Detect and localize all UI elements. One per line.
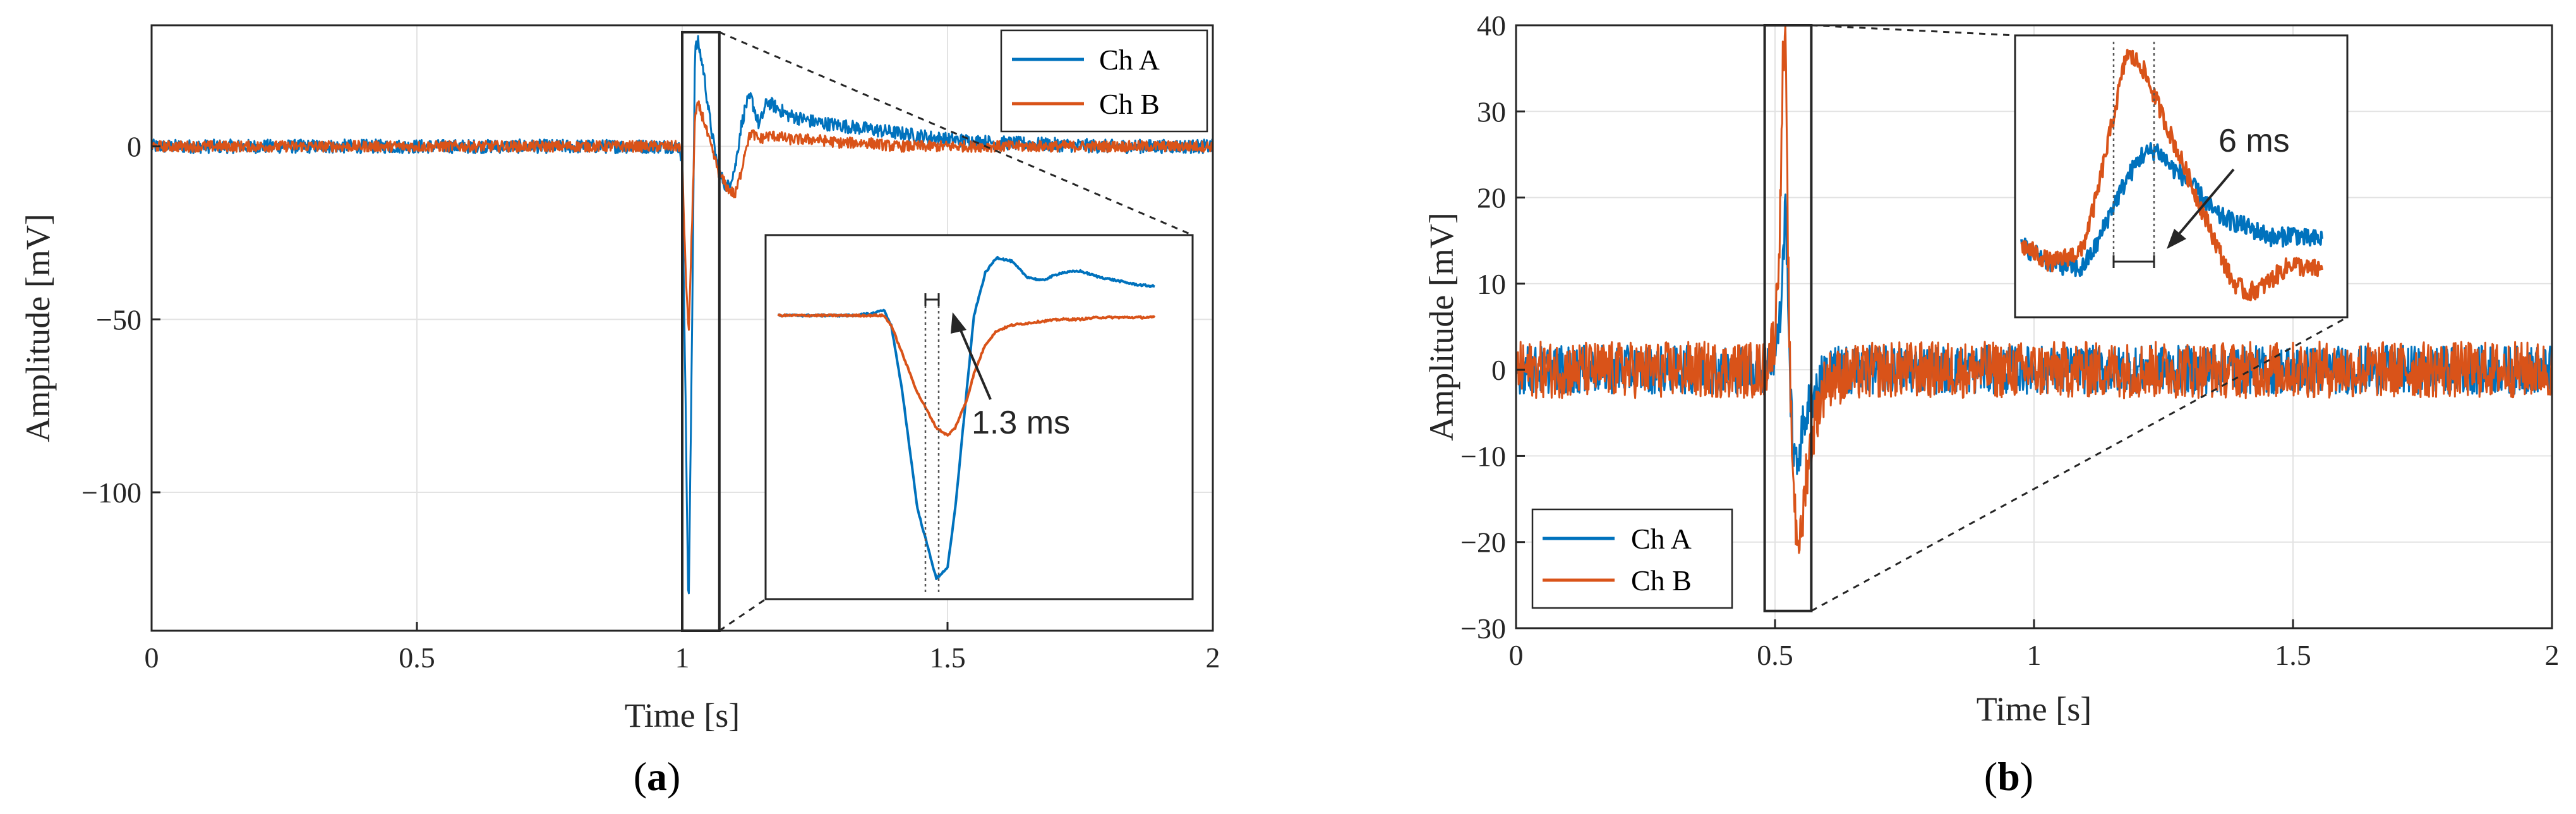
inset-b-arrow-line [2177, 168, 2235, 236]
x-tick-label-3: 1.5 [929, 641, 966, 674]
inset-series-line-ch-a [2020, 142, 2323, 277]
y-axis-label-b: Amplitude [mV] [1423, 212, 1460, 440]
x-tick-label-2: 1 [675, 641, 690, 674]
x-tick-label-0: 0 [145, 641, 159, 674]
zoom-connector-bottom [718, 598, 766, 632]
zoom-rectangle [681, 30, 721, 633]
inset-a-annotation: 1.3 ms [972, 404, 1070, 441]
inset-b-annotation: 6 ms [2218, 123, 2290, 159]
y-tick-label-0: 40 [1477, 9, 1506, 42]
y-tick-label-2: −100 [81, 477, 141, 509]
inset-b-traces [2020, 49, 2323, 301]
inset-b-interval-bar [2112, 255, 2155, 268]
legend-b-label-ch-a: Ch A [1631, 523, 1692, 555]
series-line-ch-b [1515, 24, 2553, 554]
x-tick-label-4: 2 [2545, 639, 2560, 671]
inset-a-frame [764, 234, 1194, 600]
x-tick-label-0: 0 [1509, 639, 1524, 671]
inset-b-arrow-head [2167, 229, 2186, 249]
legend-a-label-ch-b: Ch B [1099, 88, 1160, 120]
y-tick-label-1: −50 [96, 303, 141, 336]
x-axis-label-a: Time [s] [625, 696, 740, 734]
y-tick-label-0: 0 [127, 131, 141, 163]
inset-series-line-ch-b [2020, 49, 2323, 301]
zoom-connector-bottom [1810, 316, 2348, 612]
inset-b-frame [2014, 34, 2349, 319]
ticks-b: 0 0.5 1 1.5 2 40 30 20 10 0 −10 −20 −30 [1460, 9, 2559, 671]
zoom-connector-top [1811, 24, 2016, 37]
inset-a-arrow-line [958, 325, 992, 400]
ticks-a: 0 0.5 1 1.5 2 0 −50 −100 [81, 131, 1220, 674]
y-tick-label-2: 20 [1477, 182, 1506, 214]
legend-b-label-ch-b: Ch B [1631, 564, 1692, 597]
panel-label-a: (a) [634, 754, 681, 799]
x-tick-label-1: 0.5 [399, 641, 435, 674]
zoom-box-a [681, 30, 1193, 633]
x-axis-label-b: Time [s] [1977, 690, 2092, 728]
y-axis-label-a: Amplitude [mV] [19, 214, 57, 442]
zoom-connector-top [719, 31, 1193, 236]
y-tick-label-7: −30 [1460, 612, 1506, 645]
x-tick-label-4: 2 [1206, 641, 1220, 674]
inset-a-traces [777, 256, 1156, 580]
inset-a: 1.3 ms [764, 234, 1194, 600]
inset-b: 6 ms [2014, 34, 2349, 319]
y-tick-label-4: 0 [1491, 354, 1506, 386]
zoom-box-b [1763, 24, 2348, 612]
y-tick-label-6: −20 [1460, 526, 1506, 559]
legend-a-box [1000, 29, 1208, 133]
legend-b-box [1531, 508, 1733, 609]
x-tick-label-2: 1 [2027, 639, 2042, 671]
legend-b: Ch A Ch B [1531, 508, 1733, 609]
x-tick-label-3: 1.5 [2275, 639, 2311, 671]
panel-letter-b: b [1997, 754, 2020, 799]
inset-a-interval-bar [924, 293, 940, 306]
inset-a-arrow-head [951, 312, 966, 334]
y-tick-label-1: 30 [1477, 95, 1506, 128]
traces-b [1515, 24, 2553, 554]
inset-series-line-ch-b [777, 313, 1156, 437]
y-tick-label-3: 10 [1477, 268, 1506, 300]
x-tick-label-1: 0.5 [1757, 639, 1793, 671]
chart-panel-b: 0 0.5 1 1.5 2 40 30 20 10 0 −10 −20 −30 6 ms Ch A Ch… [1423, 9, 2560, 799]
legend-a-label-ch-a: Ch A [1099, 44, 1160, 76]
panel-letter-a: a [647, 754, 667, 799]
chart-panel-a: 0 0.5 1 1.5 2 0 −50 −100 1.3 ms Ch A Ch B Time … [19, 24, 1220, 799]
zoom-rectangle [1763, 24, 1813, 612]
panel-label-b: (b) [1984, 754, 2033, 799]
y-tick-label-5: −10 [1460, 440, 1506, 472]
legend-a: Ch A Ch B [1000, 29, 1208, 133]
